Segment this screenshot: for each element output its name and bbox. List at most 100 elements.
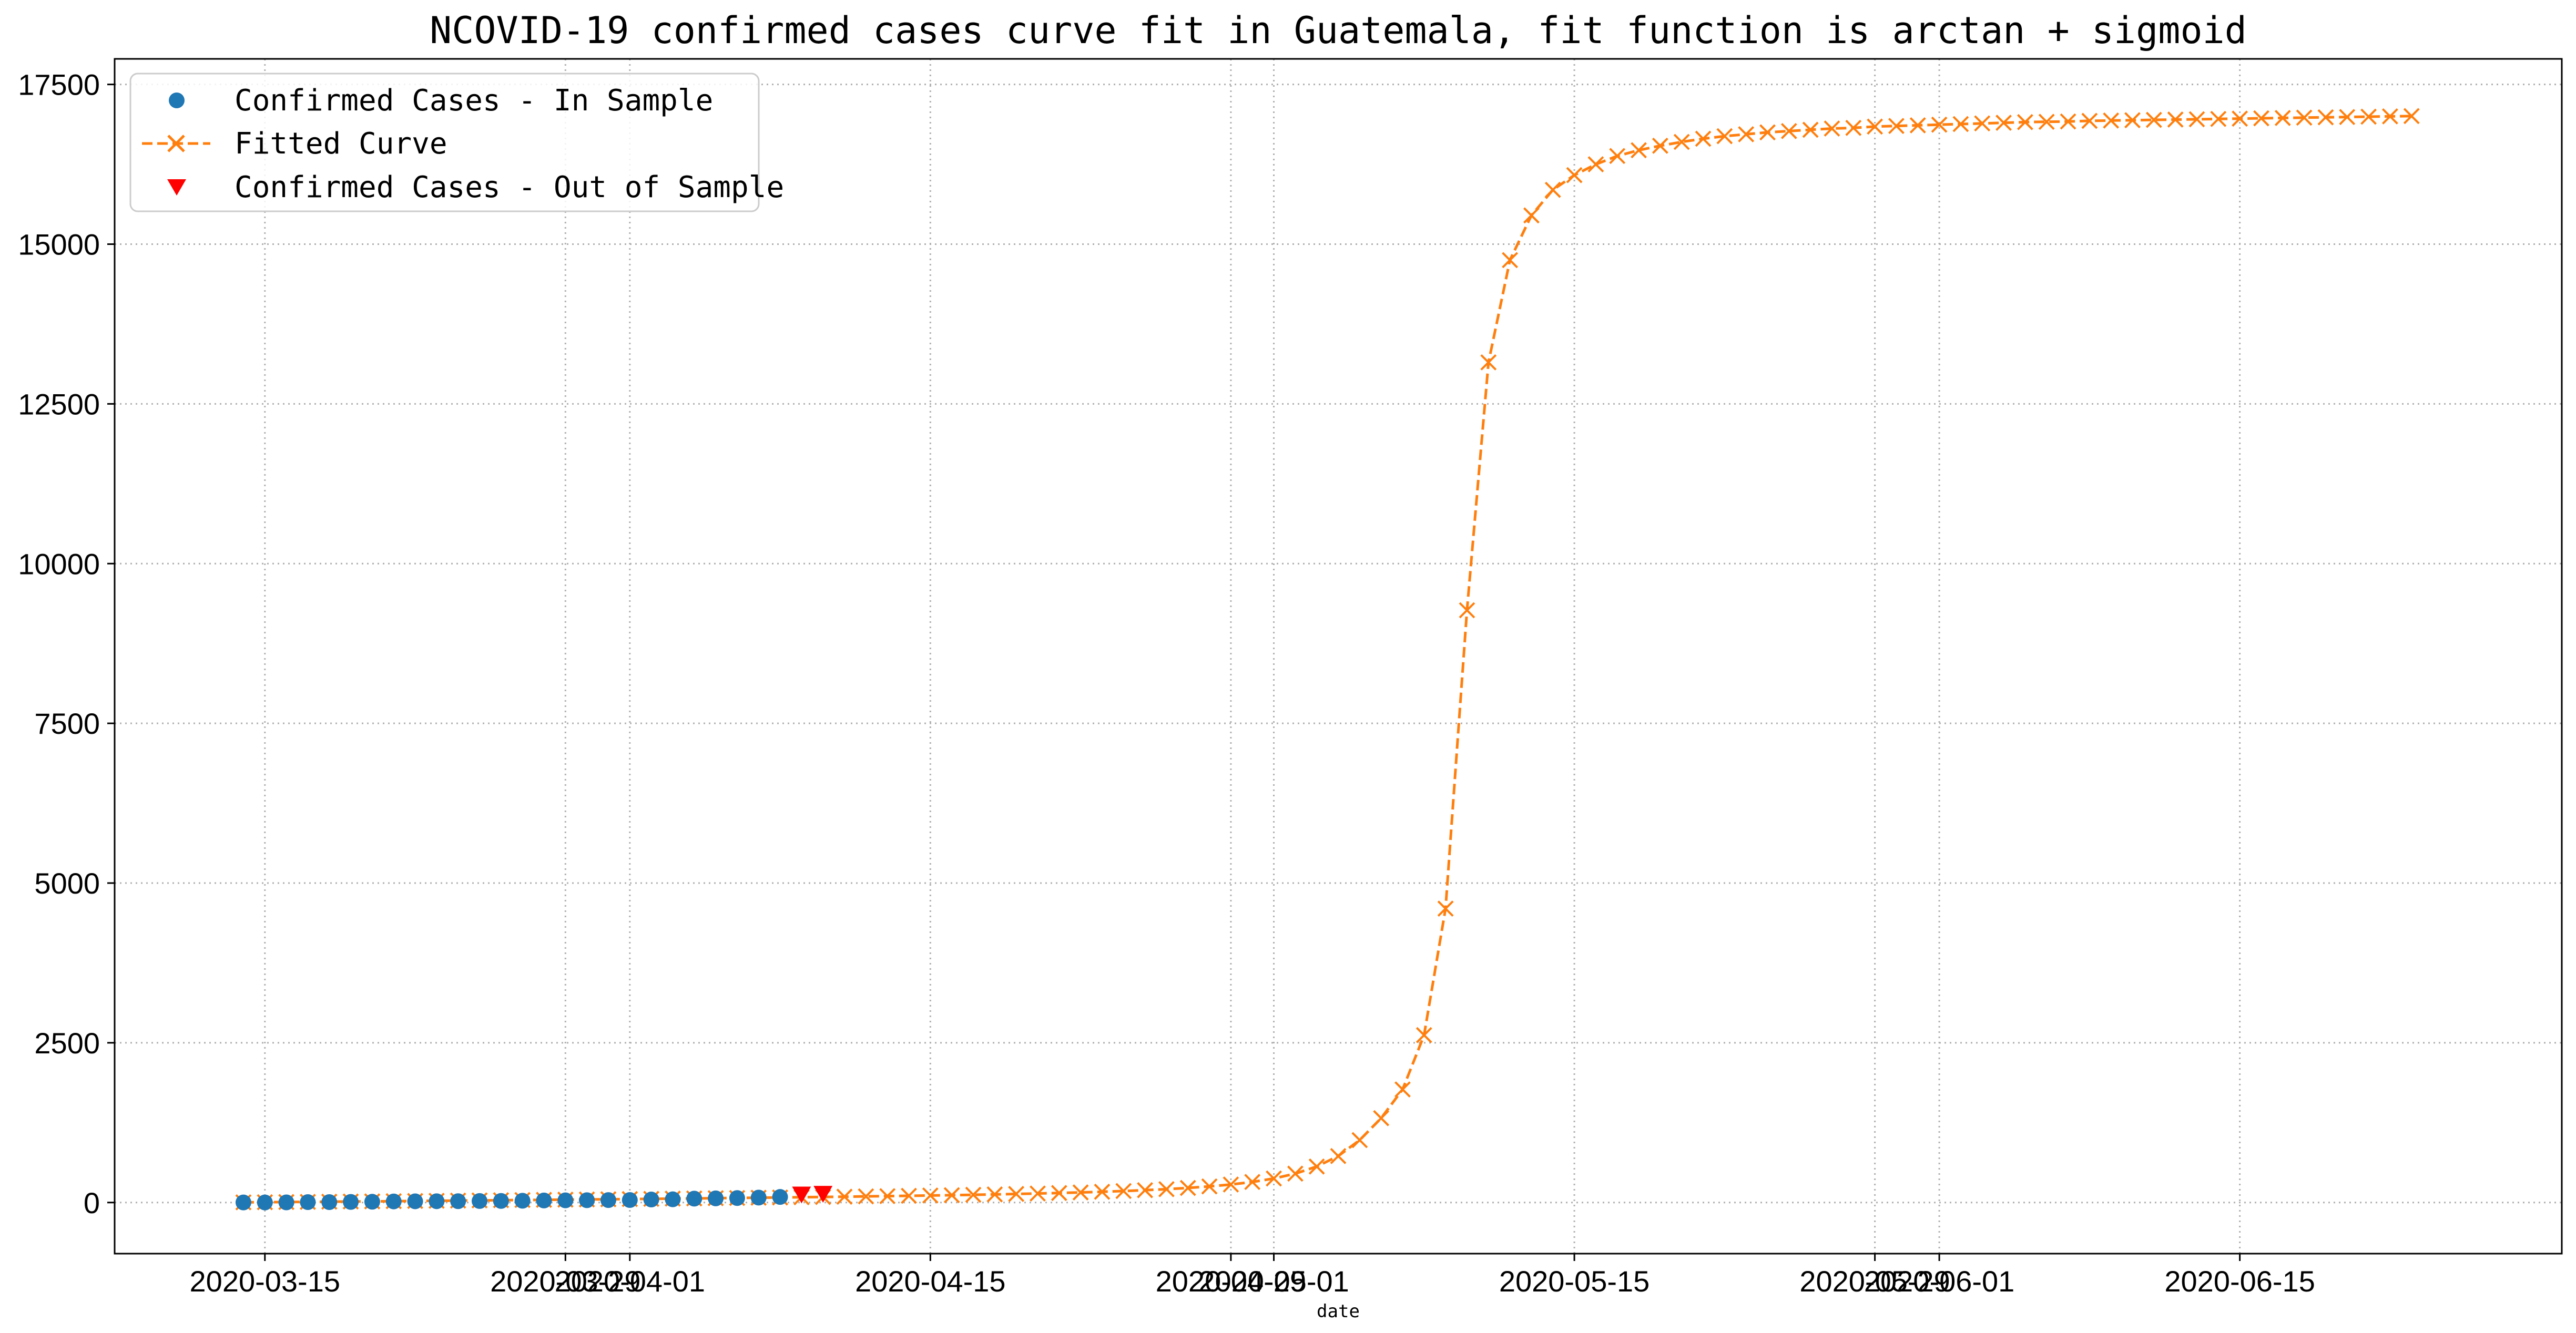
- fitted-curve-point: [2167, 111, 2184, 128]
- fitted-curve-point: [2381, 108, 2398, 125]
- fitted-curve-point: [1094, 1183, 1111, 1200]
- fitted-curve-point: [901, 1187, 917, 1204]
- fitted-curve-point: [1115, 1183, 1132, 1199]
- y-axis-ticks: 0 2500 5000 7500 10000 12500 15000 17500: [18, 68, 115, 1219]
- fitted-curve-point: [1072, 1184, 1089, 1201]
- fitted-curve-point: [1158, 1181, 1175, 1197]
- y-tick-label: 0: [84, 1186, 100, 1219]
- fitted-curve-point: [2060, 113, 2076, 130]
- fitted-curve-point: [1780, 122, 1797, 139]
- legend-box: [129, 73, 760, 212]
- fitted-curve-point: [1974, 115, 1991, 132]
- x-tick-label: 2020-06-15: [2164, 1265, 2315, 1298]
- x-tick-label: 2020-05-01: [1198, 1265, 1349, 1298]
- in-sample-point: [450, 1193, 466, 1209]
- out-of-sample-series: [792, 1186, 833, 1204]
- fitted-curve-point: [1351, 1132, 1368, 1149]
- in-sample-point: [622, 1192, 638, 1208]
- y-tick-label: 12500: [18, 387, 100, 421]
- fitted-curve-point: [1437, 900, 1454, 917]
- fitted-curve-point: [1544, 181, 1561, 198]
- legend-label-fitted-curve: Fitted Curve: [235, 127, 447, 161]
- fitted-curve-point: [1244, 1174, 1261, 1191]
- fitted-curve-point: [2403, 108, 2420, 125]
- legend: Confirmed Cases - In Sample Fitted Curve…: [129, 73, 784, 212]
- fitted-curve-point: [2232, 110, 2248, 127]
- fitted-curve-point: [2210, 110, 2227, 127]
- fitted-curve-point: [1201, 1178, 1218, 1195]
- fitted-curve-point: [1137, 1182, 1153, 1198]
- fitted-curve-point: [1480, 354, 1497, 371]
- fitted-curve-point: [2274, 110, 2291, 126]
- fitted-curve-point: [986, 1186, 1003, 1203]
- in-sample-point: [729, 1190, 745, 1206]
- out-of-sample-point: [792, 1186, 811, 1204]
- in-sample-point: [257, 1194, 273, 1211]
- legend-marker-in-sample: [169, 93, 185, 108]
- plot-frame: [114, 58, 2563, 1255]
- in-sample-point: [429, 1193, 445, 1209]
- plot-series: [235, 108, 2420, 1211]
- fitted-curve-point: [1673, 134, 1690, 150]
- in-sample-point: [514, 1193, 531, 1209]
- x-tick-label: 2020-05-15: [1499, 1265, 1650, 1298]
- legend-label-out-of-sample: Confirmed Cases - Out of Sample: [235, 170, 784, 204]
- fitted-curve-point: [1802, 121, 1819, 138]
- in-sample-point: [600, 1192, 616, 1208]
- fitted-curve-point: [2124, 112, 2141, 129]
- fitted-curve-point: [1266, 1170, 1282, 1187]
- in-sample-point: [686, 1191, 702, 1207]
- fitted-curve-point: [858, 1188, 874, 1205]
- fitted-curve-point: [1845, 119, 1862, 136]
- y-tick-label: 5000: [34, 867, 100, 900]
- fitted-curve-point: [2253, 110, 2269, 127]
- in-sample-point: [665, 1191, 681, 1207]
- y-tick-label: 2500: [34, 1027, 100, 1060]
- in-sample-point: [235, 1194, 251, 1211]
- y-tick-label: 17500: [18, 68, 100, 101]
- fitted-curve-point: [1824, 120, 1840, 137]
- fitted-curve-point: [1909, 117, 1926, 134]
- fitted-curve-point: [1287, 1165, 1304, 1182]
- fitted-curve-point: [2188, 111, 2205, 128]
- fitted-curve-point: [2081, 112, 2098, 129]
- fitted-curve-point: [943, 1187, 960, 1204]
- x-tick-label: 2020-03-29: [490, 1265, 640, 1298]
- y-tick-label: 7500: [34, 707, 100, 740]
- in-sample-point: [557, 1192, 574, 1208]
- fitted-curve-point: [1308, 1158, 1325, 1175]
- in-sample-point: [493, 1193, 509, 1209]
- fitted-curve-point: [2017, 114, 2033, 130]
- fitted-curve-point: [965, 1186, 982, 1203]
- fitted-curve-point: [1051, 1185, 1067, 1202]
- in-sample-point: [772, 1189, 788, 1205]
- fitted-curve-point: [1695, 130, 1712, 147]
- fitted-curve-point: [1738, 126, 1755, 142]
- out-of-sample-point: [813, 1186, 833, 1203]
- fitted-curve-point: [1030, 1185, 1046, 1202]
- chart-title: NCOVID-19 confirmed cases curve fit in G…: [430, 9, 2247, 52]
- in-sample-point: [364, 1194, 380, 1210]
- fitted-curve-series: [243, 115, 2412, 1204]
- fitted-curve-point: [1867, 118, 1883, 135]
- y-tick-label: 15000: [18, 228, 100, 261]
- x-tick-label: 2020-04-29: [1156, 1265, 1306, 1298]
- x-tick-label: 2020-03-15: [190, 1265, 340, 1298]
- fitted-curve-point: [2145, 111, 2162, 128]
- x-tick-label: 2020-05-29: [1799, 1265, 1950, 1298]
- in-sample-point: [300, 1194, 316, 1211]
- x-tick-label: 2020-04-01: [555, 1265, 705, 1298]
- fitted-curve-point: [1631, 142, 1647, 159]
- fitted-curve-point: [1008, 1186, 1025, 1202]
- x-tick-label: 2020-06-01: [1864, 1265, 2014, 1298]
- fitted-curve-point: [1223, 1176, 1239, 1193]
- fitted-curve-point: [2038, 114, 2055, 130]
- in-sample-point: [643, 1192, 659, 1208]
- fitted-curve-point: [1373, 1110, 1390, 1126]
- fitted-curve-point: [1952, 116, 1969, 132]
- fitted-curve-point: [1609, 148, 1626, 165]
- fitted-curve-point: [1523, 207, 1540, 224]
- in-sample-point: [708, 1190, 724, 1206]
